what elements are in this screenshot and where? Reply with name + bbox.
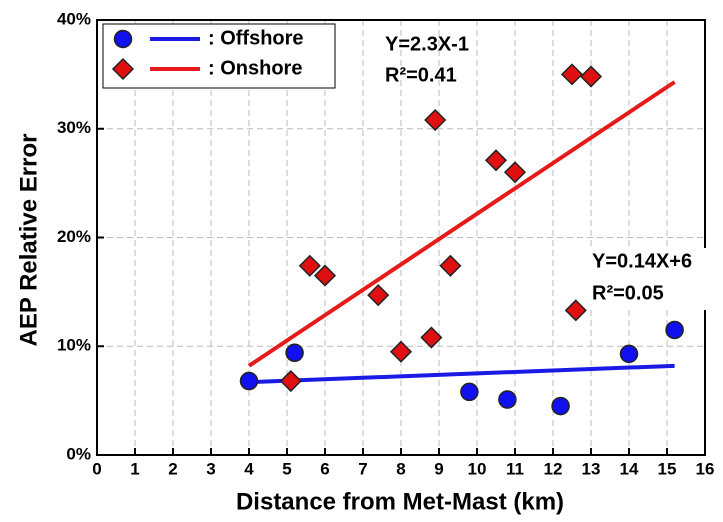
x-tick-label: 11 — [506, 459, 524, 478]
x-tick-label: 12 — [544, 459, 563, 478]
x-tick-label: 0 — [92, 459, 101, 478]
diamond-marker — [503, 161, 527, 184]
diamond-marker — [484, 149, 508, 172]
x-tick-label: 13 — [582, 459, 601, 478]
x-tick-label: 5 — [282, 459, 291, 478]
x-tick-label: 10 — [468, 459, 487, 478]
annotation-background — [588, 248, 723, 310]
x-tick-label: 9 — [434, 459, 443, 478]
y-axis-title: AEP Relative Error — [15, 134, 42, 347]
diamond-marker — [564, 299, 587, 322]
x-tick-label: 6 — [320, 459, 329, 478]
diamond-marker — [298, 254, 321, 277]
diamond-marker — [424, 108, 447, 132]
plot-frame — [96, 19, 706, 456]
circle-marker — [113, 29, 133, 49]
annotation: R²=0.05 — [592, 282, 664, 304]
x-tick-label: 15 — [658, 459, 677, 478]
legend-label: : Offshore — [208, 27, 304, 49]
x-tick-label: 16 — [696, 459, 715, 478]
diamond-marker — [313, 264, 337, 287]
diamond-marker — [389, 340, 413, 363]
diamond-marker — [279, 369, 302, 393]
circle-marker — [285, 343, 304, 363]
diamond-marker — [367, 284, 390, 307]
fit-line — [248, 363, 675, 385]
circle-marker — [498, 390, 517, 409]
circle-marker — [239, 371, 259, 391]
x-tick-label: 2 — [168, 459, 177, 478]
y-tick-label: 10% — [57, 336, 91, 355]
x-tick-label: 3 — [206, 459, 215, 478]
x-axis-title: Distance from Met-Mast (km) — [236, 488, 564, 515]
y-tick-label: 0% — [66, 444, 91, 463]
circle-marker — [551, 396, 570, 416]
x-tick-label: 1 — [130, 459, 139, 478]
annotation: Y=2.3X-1 — [385, 33, 469, 55]
x-tick-label: 8 — [396, 459, 405, 478]
y-tick-label: 20% — [57, 227, 91, 246]
diamond-marker — [420, 326, 443, 349]
y-tick-label: 40% — [57, 9, 91, 28]
legend-box — [102, 23, 336, 89]
legend-label: : Onshore — [208, 57, 302, 79]
circle-marker — [460, 382, 479, 402]
x-tick-label: 4 — [244, 459, 254, 478]
diamond-marker — [560, 63, 584, 86]
circle-marker — [665, 320, 684, 340]
x-tick-label: 14 — [620, 459, 639, 478]
fit-line — [247, 80, 676, 368]
diamond-marker — [111, 57, 135, 81]
annotation: R²=0.41 — [385, 64, 457, 86]
annotation: Y=0.14X+6 — [592, 250, 692, 272]
x-tick-label: 7 — [358, 459, 367, 478]
y-tick-label: 30% — [57, 118, 91, 137]
circle-marker — [619, 344, 639, 364]
diamond-marker — [439, 254, 462, 277]
diamond-marker — [579, 65, 603, 88]
